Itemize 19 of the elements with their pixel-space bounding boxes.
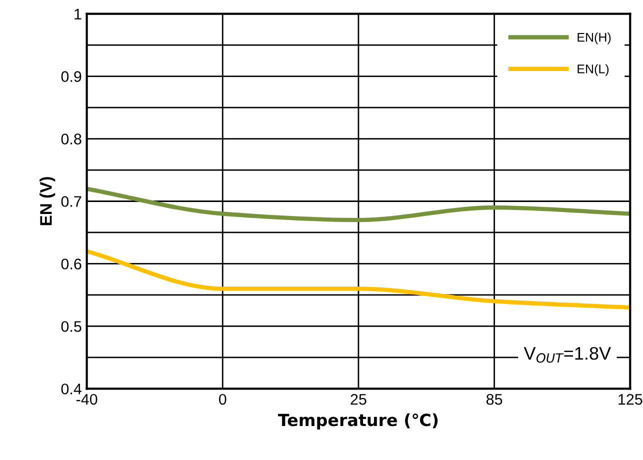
legend-label: EN(H) (578, 32, 611, 44)
y-tick-label: 1 (74, 8, 82, 20)
x-tick-label: -40 (76, 394, 98, 405)
x-tick-label: 0 (218, 394, 226, 405)
y-tick-label: 0.6 (61, 258, 82, 270)
y-tick-label: 0.4 (61, 384, 82, 394)
x-axis-title: Temperature (℃) (278, 413, 438, 430)
y-axis-title: EN (V) (40, 177, 56, 226)
line-series (86, 186, 630, 222)
y-tick-label: 0.8 (61, 134, 82, 144)
x-tick-label: 25 (350, 394, 366, 405)
y-tick-label: 0.7 (61, 196, 82, 207)
line-series (86, 249, 630, 310)
x-tick-label: 85 (486, 394, 502, 405)
annotation: V$_{OUT}$=1.8V (524, 346, 611, 363)
y-tick-label: 0.5 (61, 321, 82, 332)
y-tick-label: 0.9 (61, 71, 82, 82)
x-tick-label: 125 (618, 394, 642, 405)
legend-label: EN(L) (578, 64, 609, 76)
